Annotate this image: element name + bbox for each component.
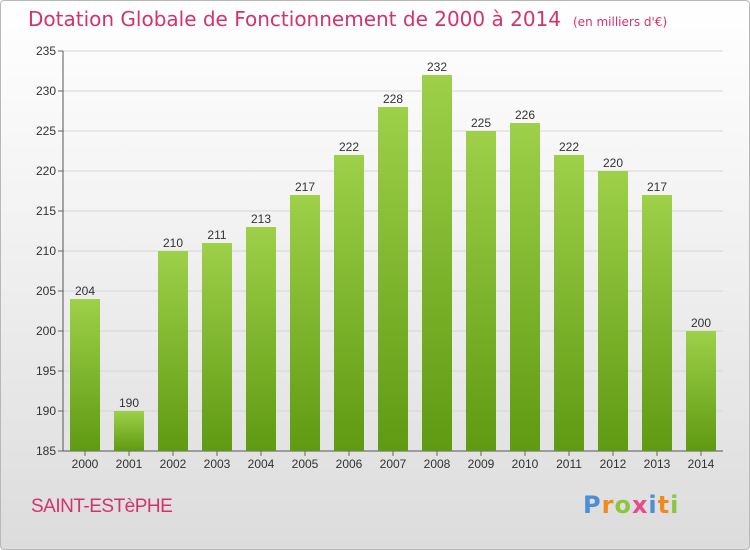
logo-letter: P — [583, 491, 602, 519]
bar-value-label: 226 — [515, 108, 535, 122]
bar-value-label: 232 — [427, 60, 447, 74]
x-tick-label: 2011 — [556, 457, 582, 471]
bar-value-label: 222 — [339, 140, 359, 154]
bar — [642, 195, 672, 451]
bar — [114, 411, 144, 451]
x-tick-label: 2005 — [292, 457, 319, 471]
bar — [158, 251, 188, 451]
bar — [202, 243, 232, 451]
commune-name: SAINT-ESTèPHE — [31, 496, 173, 517]
x-tick-label: 2009 — [468, 457, 495, 471]
bar-value-label: 217 — [647, 180, 667, 194]
bar-value-label: 217 — [295, 180, 315, 194]
x-tick-label: 2004 — [248, 457, 275, 471]
y-tick-label: 200 — [36, 324, 56, 338]
y-tick-label: 220 — [36, 164, 56, 178]
y-tick-label: 190 — [36, 404, 56, 418]
x-tick-label: 2012 — [600, 457, 627, 471]
x-tick-label: 2000 — [72, 457, 99, 471]
x-tick-label: 2006 — [336, 457, 363, 471]
bar — [422, 75, 452, 451]
x-tick-label: 2010 — [512, 457, 539, 471]
y-tick-label: 225 — [36, 124, 56, 138]
bar — [686, 331, 716, 451]
y-tick-label: 205 — [36, 284, 56, 298]
logo-letter: i — [670, 491, 680, 519]
value-labels: 204 190 210 211 213 217 222 228 232 225 226 222 220 2… — [75, 60, 711, 410]
logo-letter: x — [631, 491, 649, 519]
bar-value-label: 211 — [207, 228, 226, 242]
proxiti-logo: Proxiti — [583, 491, 679, 519]
bar — [378, 107, 408, 451]
logo-letter: i — [648, 491, 658, 519]
x-tick-label: 2014 — [688, 457, 715, 471]
bar — [246, 227, 276, 451]
x-tick-label: 2007 — [380, 457, 407, 471]
x-tick-label: 2003 — [204, 457, 231, 471]
bar-value-label: 220 — [603, 156, 623, 170]
chart-subtitle: (en milliers d'€) — [573, 15, 668, 29]
y-tick-label: 215 — [36, 204, 56, 218]
y-tick-label: 210 — [36, 244, 56, 258]
bar — [290, 195, 320, 451]
bar — [334, 155, 364, 451]
y-tick-label: 230 — [36, 84, 56, 98]
bars — [70, 75, 716, 451]
bar-value-label: 225 — [471, 116, 491, 130]
bar — [510, 123, 540, 451]
bar — [598, 171, 628, 451]
x-tick-label: 2001 — [116, 457, 143, 471]
bar-value-label: 210 — [163, 236, 183, 250]
y-tick-label: 235 — [36, 44, 56, 58]
bar — [554, 155, 584, 451]
bar-value-label: 228 — [383, 92, 403, 106]
logo-letter: r — [601, 491, 615, 519]
logo-letter: t — [657, 491, 671, 519]
logo-letter: o — [614, 491, 632, 519]
y-tick-label: 195 — [36, 364, 56, 378]
bar-value-label: 200 — [691, 316, 711, 330]
bar-value-label: 190 — [119, 396, 139, 410]
bar-value-label: 222 — [559, 140, 579, 154]
y-tick-label: 185 — [36, 444, 56, 458]
chart-title: Dotation Globale de Fonctionnement de 20… — [28, 7, 667, 31]
bar-value-label: 204 — [75, 284, 95, 298]
bar — [466, 131, 496, 451]
x-tick-label: 2008 — [424, 457, 451, 471]
chart-title-text: Dotation Globale de Fonctionnement de 20… — [28, 7, 561, 31]
x-tick-label: 2002 — [160, 457, 187, 471]
bar — [70, 299, 100, 451]
bar-value-label: 213 — [251, 212, 271, 226]
x-tick-label: 2013 — [644, 457, 671, 471]
